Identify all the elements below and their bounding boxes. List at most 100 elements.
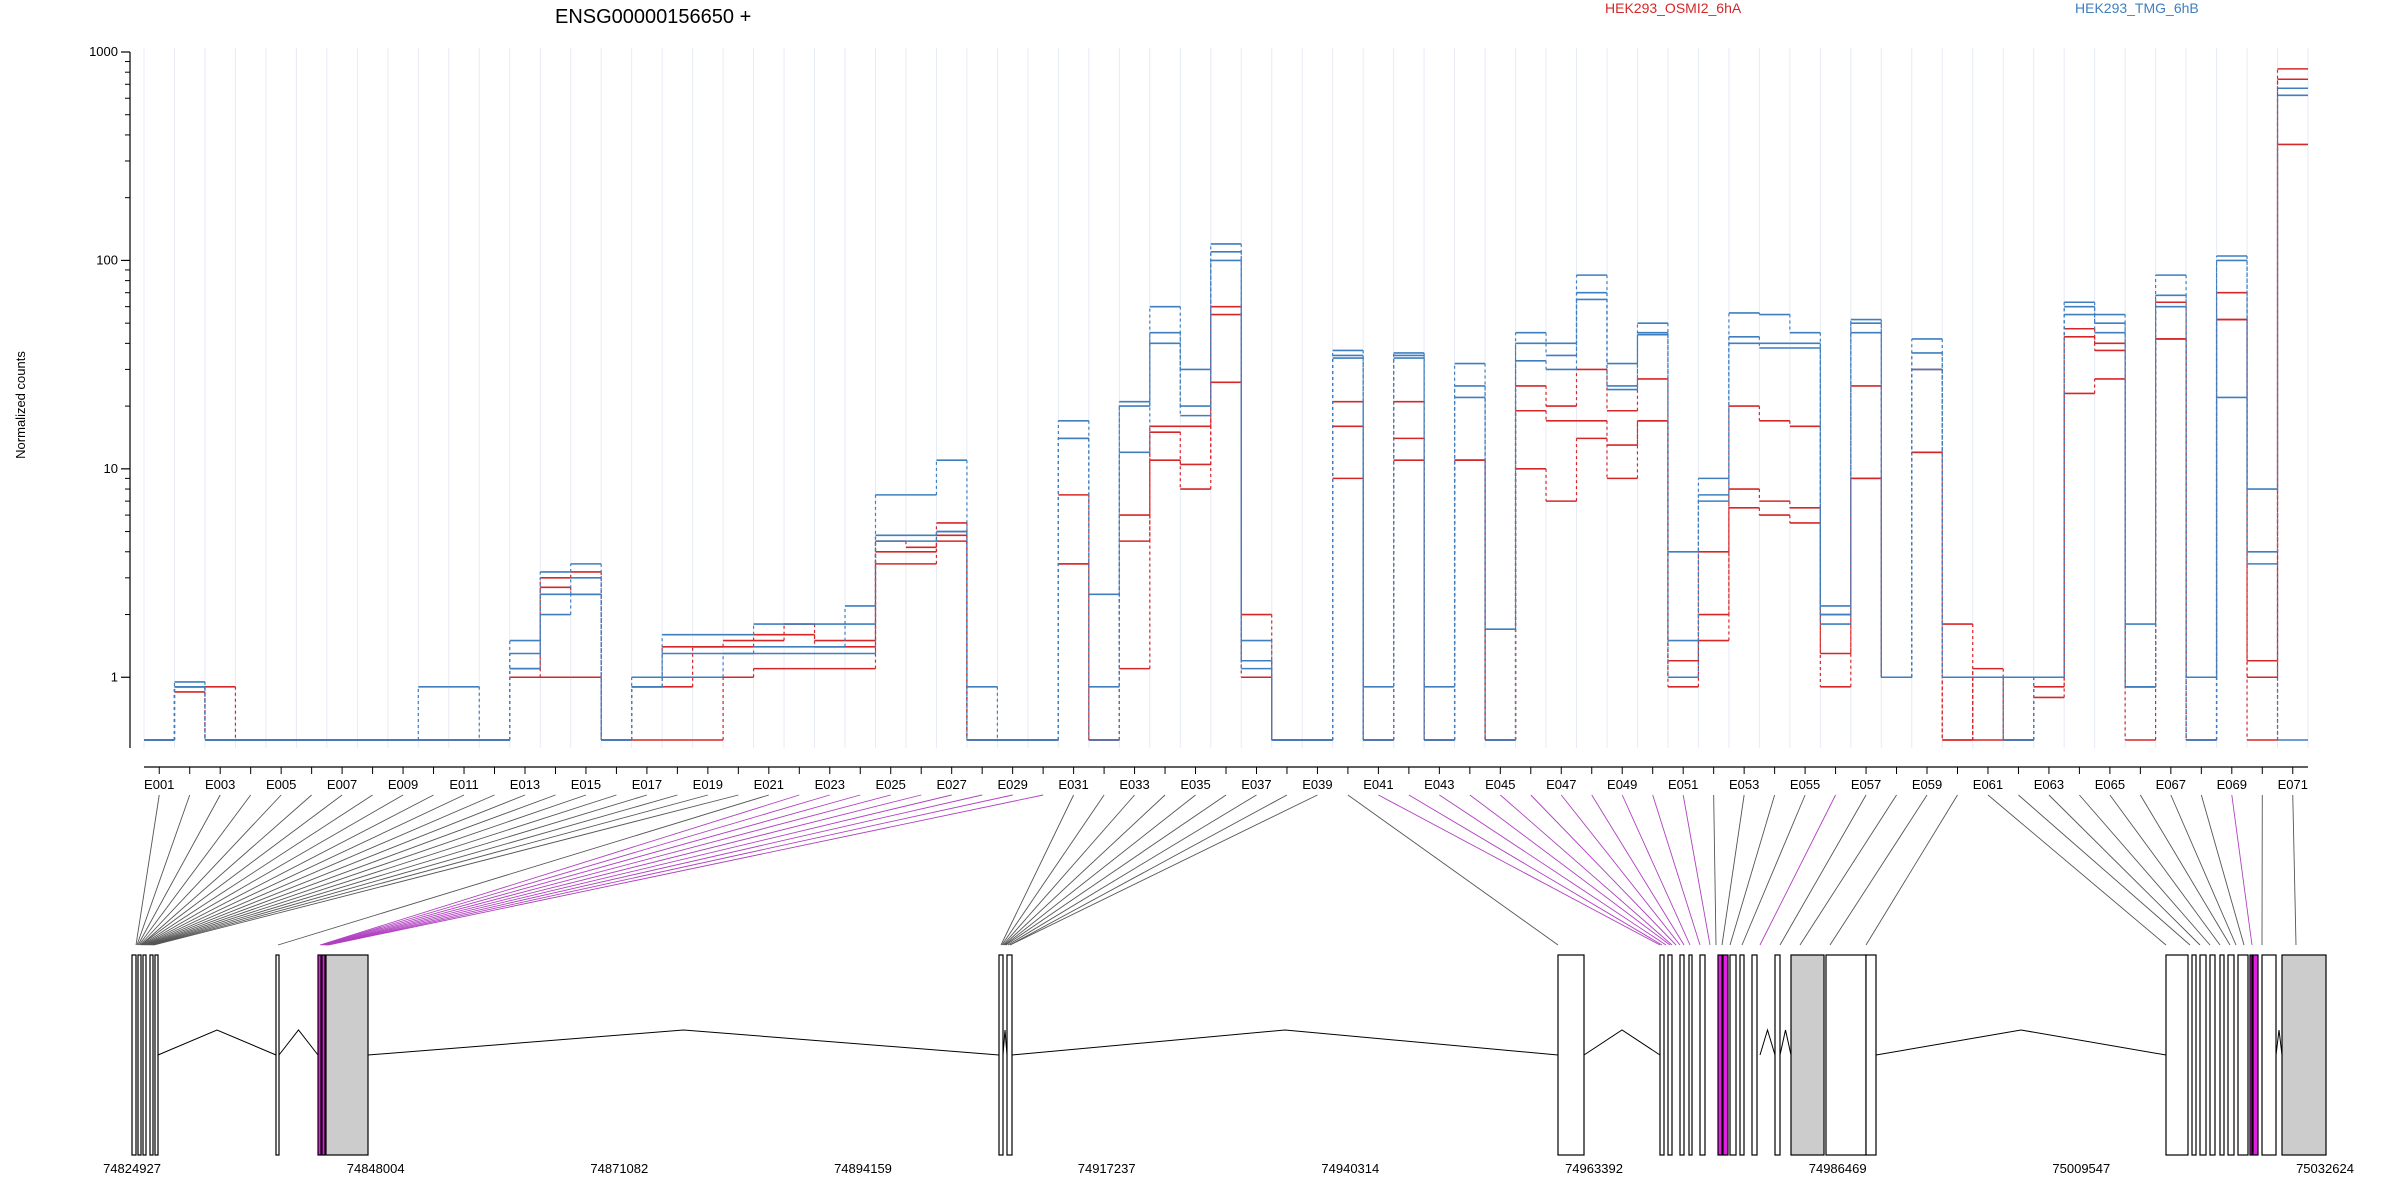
exon-connector (2170, 794, 2237, 946)
exon-connector (1005, 794, 1227, 946)
genomic-tick-label: 74940314 (1321, 1161, 1379, 1176)
exon-tick-label: E035 (1180, 777, 1210, 792)
exon-connector (145, 794, 495, 946)
exon-tick-label: E061 (1973, 777, 2003, 792)
exon-tick-label: E025 (876, 777, 906, 792)
exon-block (2209, 954, 2216, 1156)
exon-connectors (135, 794, 2297, 946)
exon-block (1865, 954, 1877, 1156)
exon-axis: E001 E003 E005 E007 E009 E011 E013 E015 E017 E019… (144, 766, 2308, 792)
exon-block (998, 954, 1004, 1156)
exon-connector (1009, 794, 1318, 946)
exon-tick-label: E045 (1485, 777, 1515, 792)
exon-connector (140, 794, 312, 946)
series-lines (144, 68, 2308, 741)
exon-connector (1729, 794, 1776, 946)
exon-tick-label: E071 (2278, 777, 2308, 792)
exon-block (1659, 954, 1665, 1156)
exon-tick-label: E027 (937, 777, 967, 792)
exon-block (1729, 954, 1737, 1156)
genomic-tick-label: 75009547 (2052, 1161, 2110, 1176)
exon-connector (1591, 794, 1685, 946)
exon-connector (1000, 794, 1075, 946)
exon-connector (1009, 794, 1288, 946)
intron-line (2275, 1029, 2283, 1056)
genomic-tick-label: 74871082 (590, 1161, 648, 1176)
exon-block (325, 954, 369, 1156)
exon-connector (140, 794, 343, 946)
exon-block (1679, 954, 1685, 1156)
exon-connector (1469, 794, 1671, 946)
exon-connector (320, 794, 830, 946)
exon-block (1739, 954, 1745, 1156)
exon-tick-label: E019 (693, 777, 723, 792)
intron-line (1779, 1029, 1792, 1056)
exon-connector (327, 794, 1044, 946)
exon-connector (143, 794, 434, 946)
exon-tick-label: E059 (1912, 777, 1942, 792)
exon-connector (1741, 794, 1806, 946)
exon-connector (136, 794, 191, 946)
exon-block (1790, 954, 1825, 1156)
exon-connector (144, 794, 465, 946)
exon-tick-label: E041 (1363, 777, 1393, 792)
exon-block (1557, 954, 1585, 1156)
y-tick-label: 1000 (89, 44, 118, 59)
intron-line (278, 1029, 319, 1056)
exon-connector (151, 794, 678, 946)
exon-block (2281, 954, 2327, 1156)
exon-connector (141, 794, 373, 946)
genomic-tick-label: 75032624 (2296, 1161, 2354, 1176)
y-tick-label: 10 (104, 461, 118, 476)
exon-tick-label: E067 (2156, 777, 2186, 792)
exon-block (317, 954, 322, 1156)
genomic-axis: 74824927 74848004 74871082 74894159 74917237… (103, 1161, 2354, 1176)
exon-tick-label: E047 (1546, 777, 1576, 792)
exon-tick-label: E033 (1119, 777, 1149, 792)
exon-connector (324, 794, 952, 946)
exon-connector (323, 794, 922, 946)
genomic-tick-label: 74963392 (1565, 1161, 1623, 1176)
exon-tick-label: E065 (2095, 777, 2125, 792)
exon-tick-label: E007 (327, 777, 357, 792)
exon-connector (150, 794, 648, 946)
exon-connector (1530, 794, 1677, 946)
exon-connector (2109, 794, 2221, 946)
exon-block (275, 954, 280, 1156)
genomic-tick-label: 74986469 (1809, 1161, 1867, 1176)
exon-connector (149, 794, 617, 946)
exon-connector (1439, 794, 1667, 946)
exon-connector (1682, 794, 1711, 946)
exon-connector (1713, 794, 1717, 946)
exon-block (1699, 954, 1706, 1156)
intron-line (1583, 1029, 1661, 1056)
exon-block (154, 954, 159, 1156)
exon-connector (1829, 794, 1928, 946)
exon-connector (1003, 794, 1166, 946)
exon-connector (135, 794, 160, 946)
exon-connector (2048, 794, 2201, 946)
exon-tick-label: E001 (144, 777, 174, 792)
exon-block (131, 954, 137, 1156)
exon-tick-label: E063 (2034, 777, 2064, 792)
exon-connector (277, 794, 769, 946)
exon-tick-label: E069 (2217, 777, 2247, 792)
exon-connector (1001, 794, 1105, 946)
exon-block (1717, 954, 1723, 1156)
exon-block (2219, 954, 2225, 1156)
legend-entry-osmi2: HEK293_OSMI2_6hA (1605, 0, 1742, 16)
exon-block (142, 954, 147, 1156)
y-axis: 1 10 100 1000 (89, 44, 131, 748)
exon-connector (325, 794, 983, 946)
intron-line (1011, 1029, 1559, 1056)
exon-tick-label: E003 (205, 777, 235, 792)
exon-tick-label: E053 (1729, 777, 1759, 792)
exon-connector (2292, 794, 2297, 946)
exon-connector (1560, 794, 1681, 946)
exon-connector (1408, 794, 1663, 946)
exon-block (2261, 954, 2277, 1156)
exon-connector (2139, 794, 2231, 946)
exon-connector (1004, 794, 1196, 946)
exon-tick-label: E011 (449, 777, 478, 792)
genomic-tick-label: 74917237 (1078, 1161, 1136, 1176)
